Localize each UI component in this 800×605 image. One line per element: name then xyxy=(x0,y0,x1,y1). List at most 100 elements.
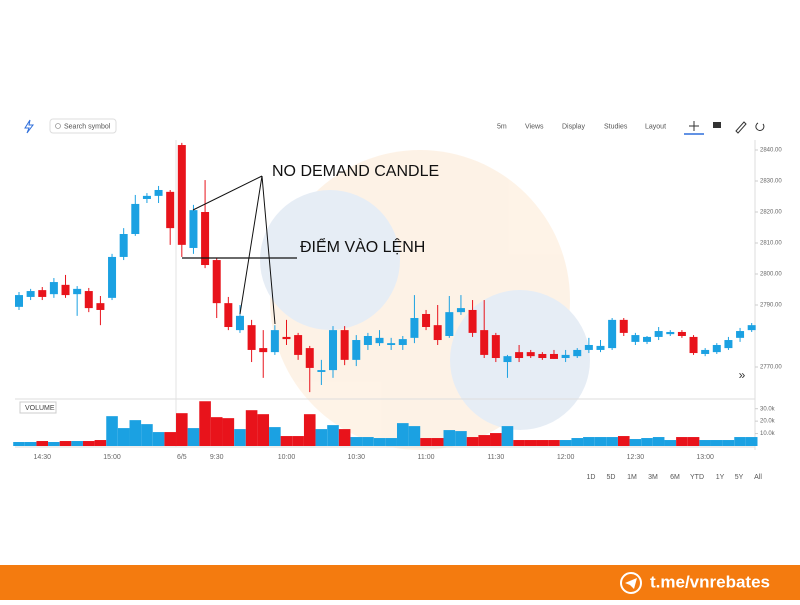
range-button[interactable]: YTD xyxy=(690,474,704,481)
candle-body xyxy=(631,335,640,342)
volume-bar xyxy=(396,423,409,446)
range-button[interactable]: 5D xyxy=(607,474,616,481)
candle-body xyxy=(340,330,349,360)
volume-bar xyxy=(548,440,560,446)
volume-bar xyxy=(187,428,200,446)
y-tick-label: 2820.00 xyxy=(760,210,782,216)
comment-icon[interactable] xyxy=(713,122,721,128)
telegram-icon[interactable] xyxy=(620,572,642,594)
candle-body xyxy=(410,318,419,338)
candle-body xyxy=(49,282,58,295)
volume-bar xyxy=(501,426,514,446)
candle-body xyxy=(526,352,535,357)
candle-body xyxy=(712,344,721,353)
menu-item[interactable]: Views xyxy=(525,123,544,130)
x-tick-label: 12:00 xyxy=(557,454,575,461)
volume-bar xyxy=(94,440,107,446)
candle-body xyxy=(235,315,244,331)
candle-body xyxy=(596,345,605,350)
volume-bar xyxy=(117,428,130,446)
draw-icon[interactable] xyxy=(735,121,747,134)
range-button[interactable]: 1D xyxy=(587,474,596,481)
range-button[interactable]: 6M xyxy=(670,474,680,481)
volume-bar xyxy=(373,438,386,446)
x-tick-label: 14:30 xyxy=(33,454,51,461)
y-tick-label: 2790.00 xyxy=(760,303,782,309)
candle-body xyxy=(259,348,268,353)
volume-bar xyxy=(59,441,72,446)
volume-bar xyxy=(420,438,432,446)
footer-bar xyxy=(0,565,800,600)
candle-body xyxy=(282,336,291,340)
x-tick-label: 11:30 xyxy=(487,454,504,461)
candle-body xyxy=(131,203,140,235)
candle-body xyxy=(503,356,512,363)
volume-tick-label: 10.0k xyxy=(760,431,776,437)
volume-bar xyxy=(199,401,211,446)
volume-bar xyxy=(315,429,328,446)
range-button[interactable]: 5Y xyxy=(735,474,744,481)
menu-item[interactable]: 5m xyxy=(497,123,507,130)
candle-body xyxy=(666,331,675,335)
x-tick-label: 10:30 xyxy=(348,454,366,461)
menu-item[interactable]: Display xyxy=(562,123,585,130)
volume-bar xyxy=(443,430,456,446)
volume-bar xyxy=(327,425,339,446)
candle-body xyxy=(747,325,756,331)
volume-bar xyxy=(71,441,83,446)
candle-body xyxy=(247,325,256,350)
volume-bar xyxy=(629,439,642,446)
volume-bar xyxy=(350,437,363,446)
volume-bar xyxy=(641,438,653,446)
volume-bar xyxy=(338,429,351,446)
y-tick-label: 2830.00 xyxy=(760,179,782,185)
candle-body xyxy=(189,210,198,248)
volume-bar xyxy=(536,440,549,446)
candle-body xyxy=(491,335,500,359)
candle-body xyxy=(701,349,710,354)
volume-bar xyxy=(745,437,758,446)
candle-body xyxy=(177,145,186,245)
candle-body xyxy=(201,212,210,266)
range-button[interactable]: 3M xyxy=(648,474,658,481)
volume-bar xyxy=(571,438,584,446)
scroll-button[interactable]: » xyxy=(739,368,746,382)
volume-bar xyxy=(257,414,270,446)
range-button[interactable]: 1Y xyxy=(716,474,725,481)
volume-bar xyxy=(269,427,281,446)
volume-bar xyxy=(676,437,688,446)
menu-item[interactable]: Studies xyxy=(604,123,628,130)
volume-bar xyxy=(141,424,153,446)
footer-link[interactable]: t.me/vnrebates xyxy=(650,572,770,591)
candle-body xyxy=(445,312,454,336)
volume-bar xyxy=(385,438,397,446)
candle-body xyxy=(166,191,175,229)
y-tick-label: 2770.00 xyxy=(760,365,782,371)
lightning-icon[interactable] xyxy=(24,119,34,134)
candle-body xyxy=(154,189,163,196)
search-box[interactable] xyxy=(49,118,117,134)
volume-bar xyxy=(210,417,223,446)
x-tick-label: 15:00 xyxy=(103,454,121,461)
candle-body xyxy=(608,319,617,349)
candle-body xyxy=(119,234,128,257)
volume-bar xyxy=(722,440,735,446)
candle-body xyxy=(38,290,47,297)
candle-body xyxy=(398,339,407,345)
range-button[interactable]: All xyxy=(754,474,762,481)
menu-item[interactable]: Layout xyxy=(645,123,666,130)
crosshair-icon[interactable] xyxy=(689,121,699,131)
candle-body xyxy=(142,195,151,199)
search-icon xyxy=(55,123,61,129)
candle-body xyxy=(456,308,465,313)
y-tick-label: 2810.00 xyxy=(760,241,782,247)
volume-bar xyxy=(513,440,525,446)
volume-bar xyxy=(652,437,665,446)
candle-body xyxy=(61,284,70,296)
range-button[interactable]: 1M xyxy=(627,474,637,481)
volume-bar xyxy=(583,437,595,446)
refresh-icon[interactable] xyxy=(755,122,765,131)
volume-bar xyxy=(687,437,700,446)
